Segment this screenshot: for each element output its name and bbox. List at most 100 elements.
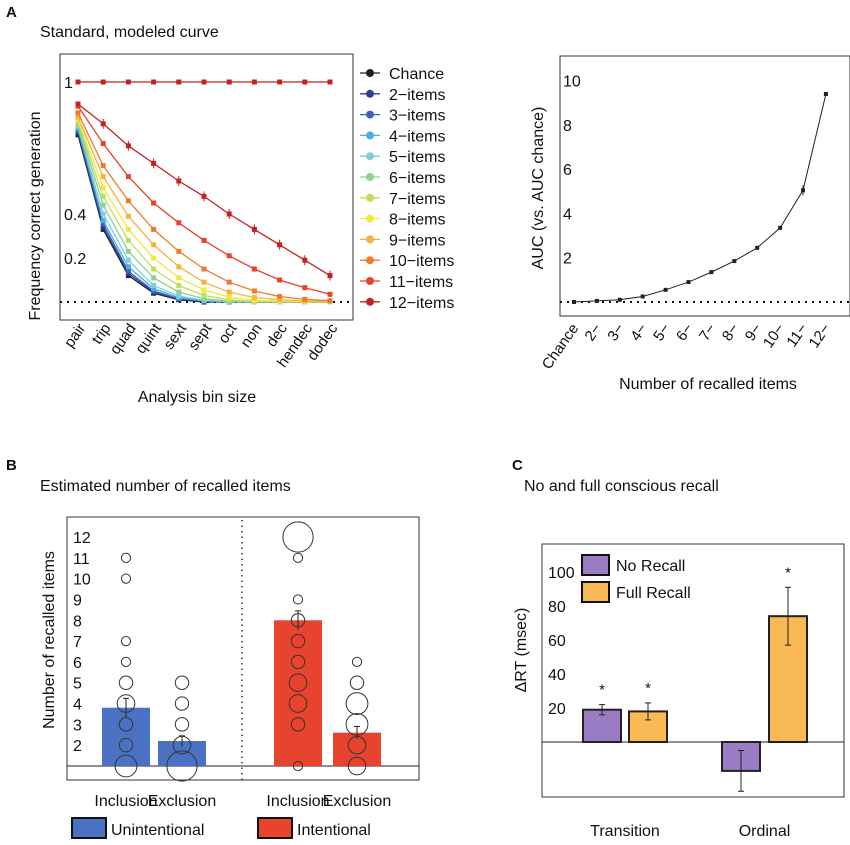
c-ytick-0: 20	[548, 701, 566, 718]
b-xtick-1: Exclusion	[148, 793, 216, 810]
point-s7-2	[125, 226, 131, 232]
xtick-a-right-1: 2−	[581, 320, 605, 344]
ytick-a-left-2: 0.2	[64, 251, 86, 268]
b-ytick-1: 3	[73, 717, 82, 734]
xtick-a-right-8: 9−	[742, 320, 766, 344]
b-dot-3-3	[345, 712, 369, 736]
point-s12-8	[277, 79, 283, 85]
point-s11-10	[327, 273, 333, 279]
xtick-a-right-3: 4−	[627, 320, 651, 344]
xtick-a-left-3: quint	[132, 320, 165, 357]
point-s2-1	[100, 221, 106, 227]
point-s10-7	[251, 266, 257, 272]
b-dot-2-4	[290, 633, 306, 649]
chart-c-frame	[541, 543, 845, 798]
point-s12-6	[226, 79, 232, 85]
point-s7-1	[100, 185, 106, 191]
line-series-7	[77, 119, 331, 303]
xtick-a-right-6: 7−	[696, 320, 720, 344]
legend-label-4: 5−items	[389, 149, 445, 166]
legend-full-recall-swatch	[581, 581, 610, 603]
point-s10-10	[327, 291, 333, 297]
legend-unintentional-label: Unintentional	[111, 822, 204, 839]
panel-label-a: A	[6, 4, 17, 21]
b-xtick-0: Inclusion	[94, 793, 157, 810]
point-s8-1	[100, 174, 106, 180]
b-dot-0-3	[120, 656, 132, 668]
point-s11-8	[277, 242, 283, 248]
b-ytick-6: 8	[73, 613, 82, 630]
xtick-a-left-7: non	[237, 321, 265, 351]
b-dot-3-4	[347, 735, 367, 755]
legend-no-recall-label: No Recall	[616, 558, 685, 575]
point-s12-1	[100, 79, 106, 85]
auc-point-5	[686, 280, 691, 285]
point-s12-5	[201, 79, 207, 85]
b-dot-3-1	[349, 675, 365, 690]
line-series-3	[77, 128, 330, 303]
xtick-a-left-5: sept	[185, 320, 216, 354]
point-s4-3	[151, 283, 157, 288]
c-xtick-1: Ordinal	[739, 823, 791, 840]
xtick-a-right-7: 8−	[719, 320, 743, 344]
b-dot-3-2	[345, 692, 369, 715]
point-s7-5	[201, 287, 207, 293]
point-s9-1	[100, 163, 106, 169]
ytick-a-right-4: 10	[563, 74, 581, 91]
b-dot-3-0	[351, 656, 363, 668]
point-s9-4	[176, 248, 182, 254]
b-dot-0-8	[114, 754, 138, 778]
legend-marker-5	[366, 173, 374, 181]
chart-b-frame	[66, 516, 420, 781]
xtick-a-left-0: pair	[61, 321, 89, 351]
b-ytick-8: 10	[73, 572, 91, 589]
b-dot-3-5	[347, 756, 367, 776]
legend-label-3: 4−items	[389, 128, 445, 145]
point-s6-5	[201, 292, 207, 298]
point-s8-6	[226, 289, 232, 295]
chart-a-left-plot	[75, 79, 333, 305]
xtick-a-right-9: 10−	[760, 320, 789, 351]
legend-label-2: 3−items	[389, 108, 445, 125]
point-s11-4	[176, 178, 182, 184]
point-s3-1	[100, 218, 106, 224]
legend-marker-8	[366, 235, 374, 244]
ytick-a-right-3: 8	[563, 118, 572, 135]
point-s8-2	[125, 213, 131, 219]
point-s2-2	[125, 268, 131, 274]
point-s10-9	[302, 285, 308, 291]
chart-b-title: Estimated number of recalled items	[40, 478, 291, 495]
legend-label-11: 12−items	[389, 295, 454, 312]
auc-point-0	[572, 300, 576, 304]
point-s8-3	[151, 242, 157, 248]
b-dot-2-7	[288, 694, 308, 713]
point-s7-6	[226, 294, 232, 300]
b-ytick-5: 7	[73, 634, 82, 651]
point-s10-5	[201, 237, 207, 243]
ytick-a-right-0: 2	[563, 251, 572, 268]
point-s8-7	[251, 295, 257, 301]
b-dot-0-2	[120, 635, 132, 647]
legend-label-10: 11−items	[389, 274, 453, 291]
line-series-6	[77, 121, 330, 303]
point-s10-4	[176, 220, 182, 226]
chart-a-legend: Chance 2−items 3−items 4−items 5−items 6−item…	[360, 66, 454, 312]
point-s9-5	[201, 266, 207, 272]
legend-marker-1	[366, 89, 374, 98]
b-bar-2	[274, 620, 322, 766]
ytick-a-left-0: 1	[64, 75, 73, 92]
point-s6-1	[100, 193, 106, 199]
auc-point-3	[640, 294, 645, 299]
point-s4-4	[176, 293, 182, 299]
point-s6-3	[151, 266, 157, 272]
b-dot-1-2	[174, 717, 190, 732]
legend-marker-4	[366, 152, 374, 161]
legend-marker-9	[366, 256, 374, 265]
legend-marker-6	[366, 193, 374, 202]
point-s12-2	[125, 79, 131, 85]
legend-full-recall-label: Full Recall	[616, 585, 691, 602]
b-dot-2-6	[288, 673, 308, 693]
ytick-a-right-2: 6	[563, 162, 572, 179]
b-dot-2-5	[290, 654, 306, 670]
xtick-a-left-4: sext	[160, 320, 190, 353]
